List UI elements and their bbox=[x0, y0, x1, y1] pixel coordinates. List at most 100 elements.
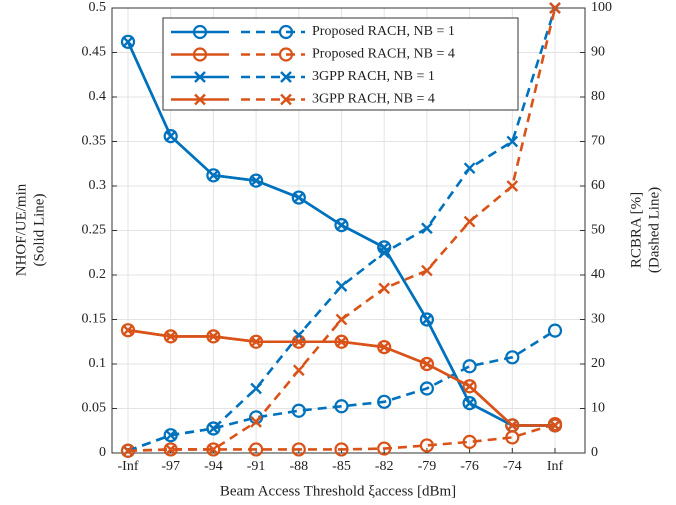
legend-label: Proposed RACH, NB = 4 bbox=[312, 47, 455, 62]
x-tick-label: -82 bbox=[375, 459, 394, 474]
y2-tick-label: 50 bbox=[591, 223, 605, 238]
x-tick-label: Inf bbox=[547, 459, 564, 474]
marker bbox=[278, 24, 294, 40]
marker bbox=[292, 191, 305, 204]
marker bbox=[192, 24, 208, 40]
marker bbox=[419, 438, 434, 453]
marker bbox=[250, 416, 262, 428]
x-tick-label: -79 bbox=[418, 459, 437, 474]
marker bbox=[462, 396, 477, 411]
marker bbox=[547, 416, 563, 432]
marker bbox=[463, 162, 476, 175]
marker bbox=[292, 364, 305, 377]
y-tick-label: 0.25 bbox=[82, 223, 107, 238]
line bbox=[127, 329, 556, 452]
y-tick-label: 0.3 bbox=[89, 178, 107, 193]
marker bbox=[335, 280, 348, 292]
marker bbox=[334, 442, 349, 457]
marker bbox=[506, 419, 519, 432]
marker bbox=[250, 382, 262, 395]
marker bbox=[549, 2, 561, 14]
marker bbox=[377, 441, 392, 456]
x-tick-label: -76 bbox=[460, 459, 479, 474]
marker bbox=[280, 93, 292, 106]
marker bbox=[377, 394, 392, 409]
marker bbox=[122, 35, 134, 48]
y2-tick-label: 40 bbox=[591, 267, 605, 282]
line bbox=[127, 7, 557, 453]
marker bbox=[462, 359, 477, 374]
y-axis-label: NHOF/UE/min bbox=[13, 183, 29, 276]
y-tick-label: 0.2 bbox=[89, 267, 107, 282]
x-tick-label: -85 bbox=[332, 459, 351, 474]
marker bbox=[164, 130, 177, 143]
x-tick-label: -88 bbox=[289, 459, 308, 474]
y2-tick-label: 0 bbox=[591, 445, 598, 460]
y-tick-label: 0.15 bbox=[82, 312, 107, 327]
marker bbox=[505, 350, 520, 365]
marker bbox=[250, 174, 262, 187]
marker bbox=[505, 430, 520, 445]
marker bbox=[335, 335, 348, 348]
y-tick-label: 0.45 bbox=[82, 45, 107, 60]
marker bbox=[506, 135, 519, 148]
marker bbox=[250, 335, 262, 348]
x-axis-label: Beam Access Threshold ξaccess [dBm] bbox=[220, 483, 456, 499]
legend-label: 3GPP RACH, NB = 1 bbox=[312, 69, 435, 84]
y-tick-label: 0 bbox=[99, 445, 106, 460]
marker bbox=[192, 47, 208, 62]
y2-tick-label: 30 bbox=[591, 312, 605, 327]
marker bbox=[463, 397, 476, 410]
marker bbox=[462, 434, 477, 449]
marker bbox=[549, 419, 561, 432]
y2-tick-label: 60 bbox=[591, 178, 605, 193]
y-axis-label: (Solid Line) bbox=[31, 194, 47, 267]
y2-tick-label: 70 bbox=[591, 134, 605, 149]
marker bbox=[120, 34, 136, 49]
plot-frame bbox=[111, 7, 586, 454]
marker bbox=[207, 169, 220, 182]
marker bbox=[164, 429, 177, 442]
marker bbox=[163, 129, 178, 144]
marker bbox=[249, 442, 264, 457]
marker bbox=[421, 264, 433, 277]
x-tick-label: -97 bbox=[161, 459, 180, 474]
marker bbox=[280, 71, 292, 83]
marker bbox=[207, 443, 220, 456]
marker bbox=[334, 218, 349, 233]
y2-axis-label: RCBRA [%] bbox=[628, 192, 644, 268]
marker bbox=[506, 180, 519, 192]
marker bbox=[419, 312, 434, 327]
marker bbox=[291, 403, 306, 418]
y2-tick-label: 10 bbox=[591, 401, 605, 416]
marker bbox=[335, 313, 348, 326]
marker bbox=[547, 323, 563, 338]
marker bbox=[207, 422, 220, 435]
marker bbox=[164, 443, 177, 456]
x-tick-label: -Inf bbox=[118, 459, 139, 474]
x-tick-label: -94 bbox=[204, 459, 223, 474]
y2-tick-label: 100 bbox=[591, 0, 612, 15]
y-tick-label: 0.05 bbox=[82, 401, 107, 416]
x-tick-label: -91 bbox=[247, 459, 266, 474]
y2-tick-label: 90 bbox=[591, 45, 605, 60]
marker bbox=[291, 190, 306, 205]
y2-axis-label: (Dashed Line) bbox=[646, 187, 662, 273]
y-tick-label: 0.35 bbox=[82, 134, 107, 149]
marker bbox=[164, 330, 177, 343]
marker bbox=[207, 330, 220, 343]
marker bbox=[334, 399, 349, 414]
marker bbox=[378, 246, 391, 259]
legend-box bbox=[162, 17, 519, 111]
legend-label: Proposed RACH, NB = 1 bbox=[312, 24, 455, 39]
line bbox=[127, 422, 556, 453]
marker bbox=[462, 379, 477, 394]
y-tick-label: 0.1 bbox=[89, 356, 107, 371]
marker bbox=[378, 282, 391, 295]
marker bbox=[421, 222, 433, 235]
marker bbox=[194, 71, 206, 83]
marker bbox=[378, 341, 391, 353]
legend-label: 3GPP RACH, NB = 4 bbox=[312, 92, 435, 107]
y2-tick-label: 80 bbox=[591, 89, 605, 104]
